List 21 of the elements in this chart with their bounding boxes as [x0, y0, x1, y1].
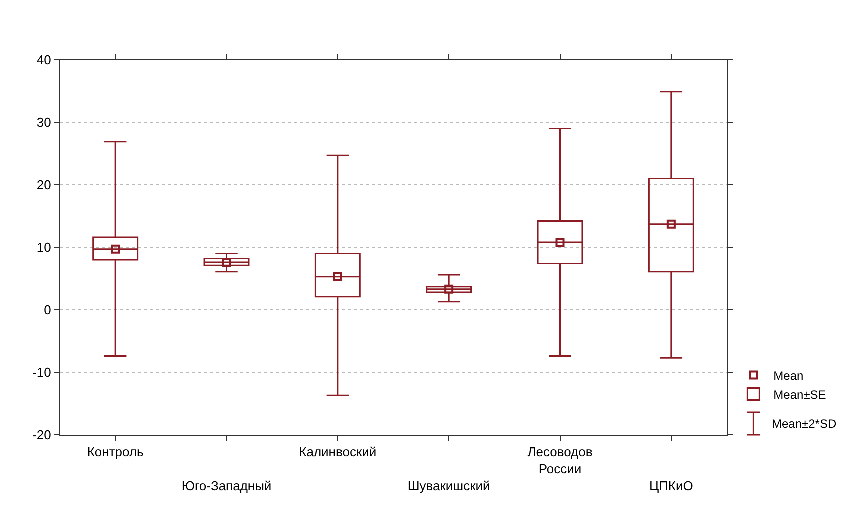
y-tick-label: 10: [36, 240, 52, 256]
point: [333, 272, 342, 282]
text: Mean±2*SD: [772, 417, 837, 431]
y-tick-label: 30: [36, 115, 52, 130]
point: [111, 244, 120, 254]
y-tick-label: 40: [36, 52, 52, 68]
point: [666, 220, 676, 229]
point: [556, 238, 565, 247]
legend-label: Mean±SE: [774, 388, 826, 402]
x-tick-label: Контроль: [87, 444, 144, 460]
x-tick-label: Шувакишский: [408, 478, 490, 494]
x-tick-label: Лесоводов России: [528, 444, 593, 476]
legend-label: Mean: [774, 368, 804, 383]
x-tick-label: ЦПКиО: [649, 478, 694, 494]
y-tick-label: 20: [36, 178, 52, 193]
y-tick-label: -20: [32, 428, 52, 443]
y-tick-label: 0: [44, 302, 52, 318]
x-tick-label: Калинвоский: [299, 444, 377, 460]
x-tick-label: Юго-Западный: [182, 478, 272, 494]
point: [444, 284, 454, 294]
y-tick-label: -10: [32, 365, 52, 380]
